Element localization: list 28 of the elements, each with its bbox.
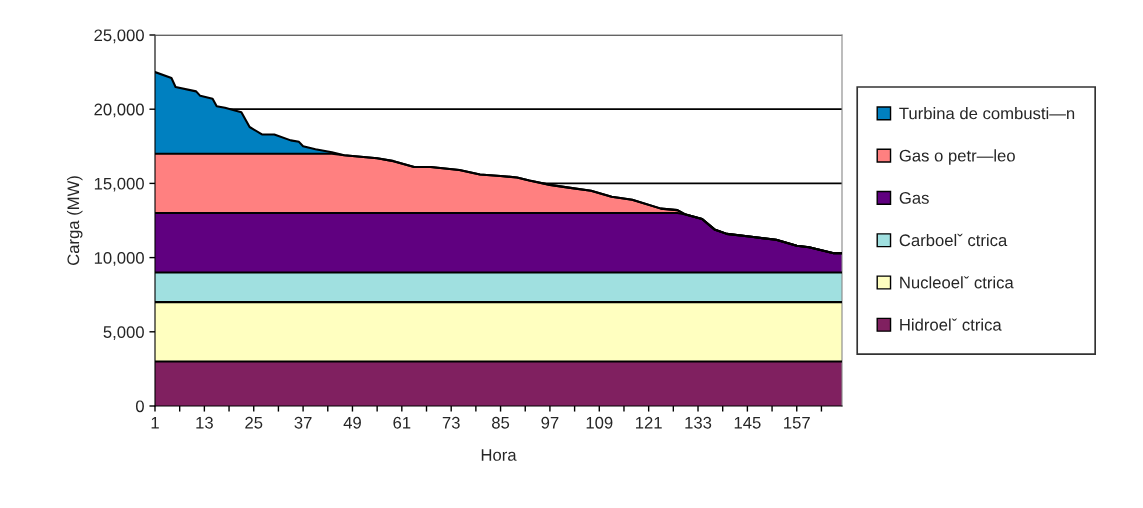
y-tick-label: 0	[135, 400, 144, 413]
legend-label: Turbina de combusti—n	[899, 107, 1075, 120]
x-axis-title: Hora	[481, 449, 517, 461]
legend-label: Gas	[899, 192, 929, 204]
x-tick-label: 157	[784, 417, 810, 429]
x-tick-label: 1	[151, 417, 159, 429]
x-tick-label: 97	[541, 416, 559, 429]
legend-label: Hidroelˇ ctrica	[900, 318, 1002, 331]
x-tick-label: 37	[294, 416, 312, 429]
x-tick-label: 145	[734, 417, 761, 429]
x-tick-label: 133	[685, 416, 712, 429]
legend-label: Gas o petr—leo	[899, 149, 1015, 165]
y-tick-label: 5,000	[103, 326, 144, 340]
x-tick-label: 73	[442, 416, 460, 429]
x-tick-label: 85	[492, 416, 510, 429]
y-tick-label: 20,000	[94, 103, 144, 118]
y-axis-title: Carga (MW)	[66, 176, 83, 266]
x-tick-label: 109	[586, 416, 613, 429]
x-tick-label: 121	[636, 416, 662, 429]
x-tick-label: 61	[393, 416, 411, 429]
y-tick-label: 15,000	[94, 177, 144, 192]
y-tick-label: 25,000	[94, 29, 144, 44]
legend-label: Nucleoelˇ ctrica	[900, 276, 1014, 289]
legend-label: Carboelˇ ctrica	[899, 233, 1008, 247]
x-tick-label: 13	[196, 416, 213, 429]
x-tick-label: 49	[343, 416, 361, 429]
y-tick-label: 10,000	[94, 252, 144, 266]
x-tick-label: 25	[245, 416, 263, 429]
